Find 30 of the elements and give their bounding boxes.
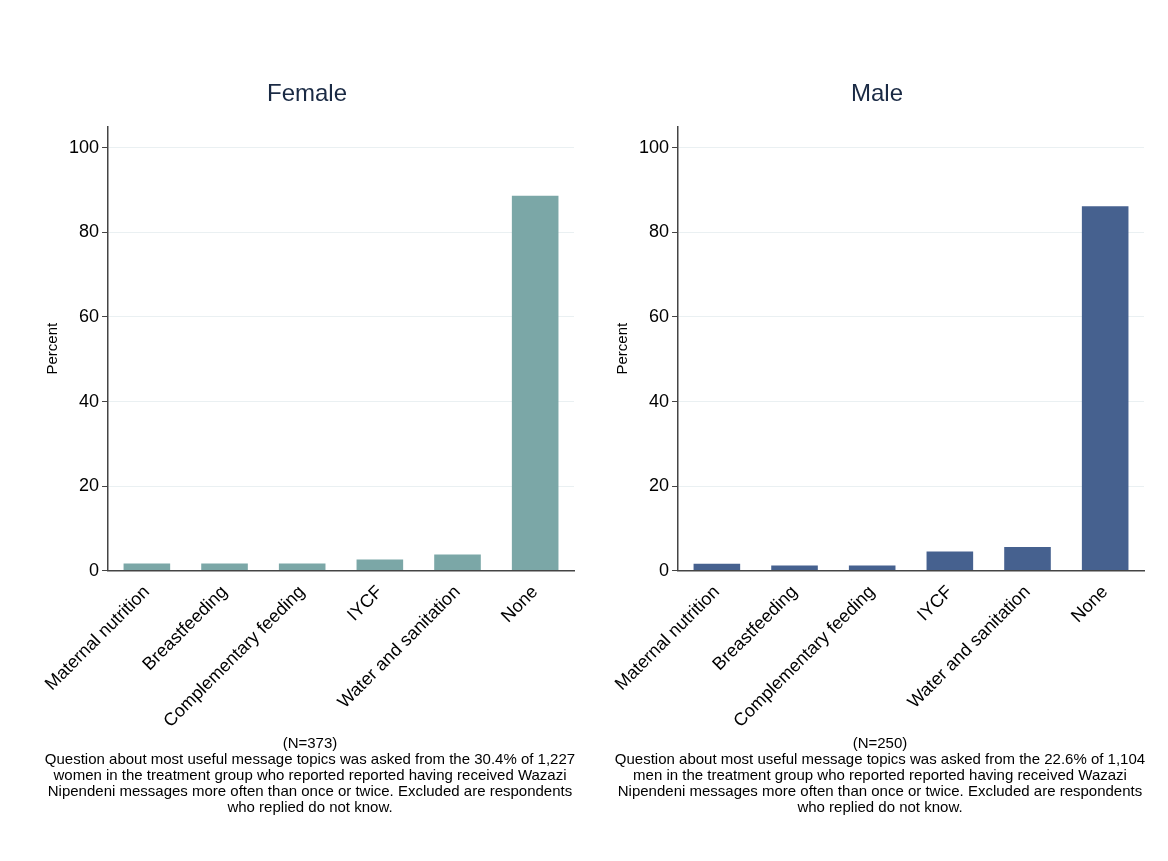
text: Question about most useful message topics was asked from the 30.4% of 1,227 women in the treatment group who reported reported having received Wazazi Nipendeni messages more often than once or twice. Excluded are respondents who replied do not know. [43, 750, 577, 815]
y-tick-label: 40 [79, 390, 100, 411]
y-tick-label: 100 [68, 136, 100, 157]
bar [356, 559, 404, 571]
y-tick-label: 80 [649, 221, 670, 242]
y-tick-label: 0 [659, 559, 670, 580]
bar [434, 554, 481, 571]
y-tick-label: 100 [638, 136, 670, 157]
text: Question about most useful message topics was asked from the 22.6% of 1,104 men in the treatment group who reported reported having received Wazazi Nipendeni messages more often than once or twice. Excluded are respondents who replied do not know. [613, 750, 1147, 815]
y-axis-title: Percent [613, 322, 631, 375]
chart-title: Male [850, 79, 904, 107]
y-tick-label: 60 [649, 305, 670, 326]
bar [511, 195, 559, 571]
bar [1004, 546, 1051, 571]
y-tick-label: 0 [89, 559, 100, 580]
bar [926, 551, 974, 571]
y-tick-label: 60 [79, 305, 100, 326]
y-tick-label: 20 [649, 475, 670, 496]
y-tick-label: 20 [79, 475, 100, 496]
bar [201, 563, 248, 571]
bar [1081, 206, 1129, 571]
chart-title: Female [266, 79, 348, 107]
bar [693, 563, 741, 571]
bar [278, 563, 326, 571]
text: (N=250) [851, 734, 909, 751]
y-tick-label: 80 [79, 221, 100, 242]
bar [123, 563, 171, 571]
y-tick-label: 40 [649, 390, 670, 411]
text: (N=373) [281, 734, 339, 751]
y-axis-title: Percent [43, 322, 61, 375]
